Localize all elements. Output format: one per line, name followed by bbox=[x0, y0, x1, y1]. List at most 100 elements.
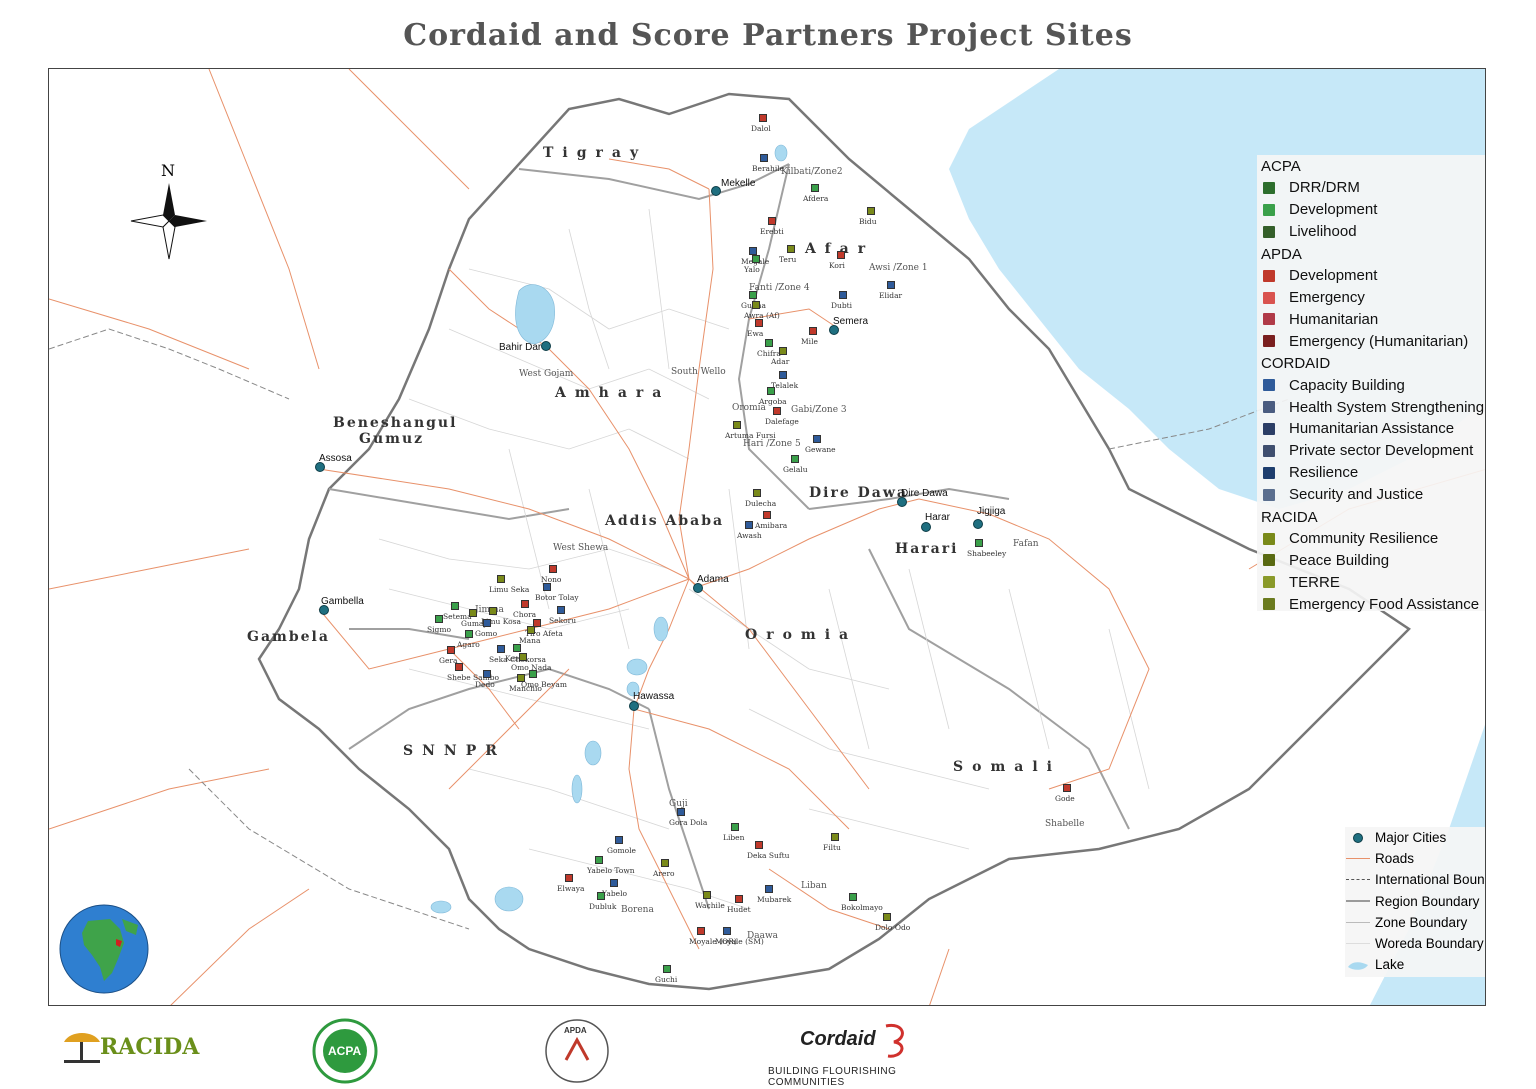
project-site-marker-icon[interactable] bbox=[565, 874, 573, 882]
project-site-marker-icon[interactable] bbox=[663, 965, 671, 973]
project-site-marker-icon[interactable] bbox=[483, 619, 491, 627]
project-site-marker-icon[interactable] bbox=[811, 184, 819, 192]
project-site-marker-icon[interactable] bbox=[731, 823, 739, 831]
road-line-icon bbox=[1345, 853, 1371, 865]
project-site-marker-icon[interactable] bbox=[527, 626, 535, 634]
project-site-marker-icon[interactable] bbox=[765, 339, 773, 347]
project-site-marker-icon[interactable] bbox=[513, 644, 521, 652]
project-site-marker-icon[interactable] bbox=[465, 630, 473, 638]
city-marker[interactable] bbox=[973, 519, 983, 529]
city-marker[interactable] bbox=[711, 186, 721, 196]
project-site-marker-icon[interactable] bbox=[723, 927, 731, 935]
project-site-label: Gelalu bbox=[783, 465, 808, 474]
project-site-marker-icon[interactable] bbox=[787, 245, 795, 253]
project-site-marker-icon[interactable] bbox=[831, 833, 839, 841]
project-site-label: Dubti bbox=[831, 301, 853, 310]
project-type-icon bbox=[1263, 466, 1275, 479]
project-site-marker-icon[interactable] bbox=[497, 575, 505, 583]
city-marker[interactable] bbox=[319, 605, 329, 615]
project-site-marker-icon[interactable] bbox=[455, 663, 463, 671]
project-site-marker-icon[interactable] bbox=[733, 421, 741, 429]
project-site-marker-icon[interactable] bbox=[779, 347, 787, 355]
project-site-marker-icon[interactable] bbox=[745, 521, 753, 529]
project-site-marker-icon[interactable] bbox=[543, 583, 551, 591]
map-frame[interactable]: N Tigray Afar Amhara Beneshangul Gumuz D… bbox=[48, 68, 1486, 1006]
project-site-marker-icon[interactable] bbox=[597, 892, 605, 900]
project-site-marker-icon[interactable] bbox=[521, 600, 529, 608]
project-site-marker-icon[interactable] bbox=[883, 913, 891, 921]
city-marker[interactable] bbox=[315, 462, 325, 472]
city-label-gambella: Gambella bbox=[321, 596, 364, 607]
project-site-marker-icon[interactable] bbox=[529, 670, 537, 678]
project-site-marker-icon[interactable] bbox=[610, 879, 618, 887]
project-site-marker-icon[interactable] bbox=[849, 893, 857, 901]
zone-boundary-line-icon bbox=[1345, 916, 1371, 928]
project-site-marker-icon[interactable] bbox=[735, 895, 743, 903]
city-marker[interactable] bbox=[897, 497, 907, 507]
project-site-marker-icon[interactable] bbox=[469, 609, 477, 617]
city-marker[interactable] bbox=[541, 341, 551, 351]
project-site-marker-icon[interactable] bbox=[809, 327, 817, 335]
legend-label: Lake bbox=[1375, 957, 1405, 973]
project-site-marker-icon[interactable] bbox=[533, 619, 541, 627]
acpa-emblem-icon bbox=[312, 1018, 378, 1084]
legend-row: Resilience bbox=[1257, 462, 1485, 484]
project-site-marker-icon[interactable] bbox=[768, 217, 776, 225]
project-site-marker-icon[interactable] bbox=[697, 927, 705, 935]
project-site-marker-icon[interactable] bbox=[557, 606, 565, 614]
project-site-marker-icon[interactable] bbox=[791, 455, 799, 463]
city-label-dire-dawa: Dire Dawa bbox=[901, 488, 948, 499]
project-site-marker-icon[interactable] bbox=[519, 653, 527, 661]
project-site-marker-icon[interactable] bbox=[451, 602, 459, 610]
project-site-marker-icon[interactable] bbox=[447, 646, 455, 654]
project-site-marker-icon[interactable] bbox=[760, 154, 768, 162]
project-site-marker-icon[interactable] bbox=[615, 836, 623, 844]
project-site-marker-icon[interactable] bbox=[489, 607, 497, 615]
project-site-marker-icon[interactable] bbox=[867, 207, 875, 215]
project-site-marker-icon[interactable] bbox=[767, 387, 775, 395]
legend-label: Peace Building bbox=[1289, 551, 1390, 569]
legend-group-heading: RACIDA bbox=[1261, 508, 1318, 526]
project-site-label: Agaro bbox=[457, 640, 480, 649]
project-site-marker-icon[interactable] bbox=[752, 301, 760, 309]
project-site-marker-icon[interactable] bbox=[755, 319, 763, 327]
project-site-marker-icon[interactable] bbox=[749, 247, 757, 255]
project-site-marker-icon[interactable] bbox=[595, 856, 603, 864]
project-site-marker-icon[interactable] bbox=[497, 645, 505, 653]
project-site-marker-icon[interactable] bbox=[765, 885, 773, 893]
project-site-marker-icon[interactable] bbox=[661, 859, 669, 867]
project-site-label: Artuma Fursi bbox=[725, 431, 776, 440]
legend-base-layers: Major Cities Roads International Boundar… bbox=[1345, 827, 1485, 977]
zone-label: Gabi/Zone 3 bbox=[791, 405, 847, 415]
project-site-marker-icon[interactable] bbox=[759, 114, 767, 122]
project-site-marker-icon[interactable] bbox=[773, 407, 781, 415]
city-marker[interactable] bbox=[829, 325, 839, 335]
city-marker[interactable] bbox=[629, 701, 639, 711]
city-marker[interactable] bbox=[921, 522, 931, 532]
project-site-label: Moyale (OR) bbox=[689, 937, 737, 946]
project-site-marker-icon[interactable] bbox=[887, 281, 895, 289]
legend-row-zone-boundary: Zone Boundary bbox=[1345, 912, 1485, 933]
project-site-marker-icon[interactable] bbox=[549, 565, 557, 573]
city-marker[interactable] bbox=[693, 583, 703, 593]
project-site-marker-icon[interactable] bbox=[483, 670, 491, 678]
legend-group-heading: CORDAID bbox=[1261, 355, 1331, 373]
project-site-marker-icon[interactable] bbox=[703, 891, 711, 899]
project-site-marker-icon[interactable] bbox=[839, 291, 847, 299]
project-site-marker-icon[interactable] bbox=[752, 255, 760, 263]
project-site-marker-icon[interactable] bbox=[779, 371, 787, 379]
project-site-marker-icon[interactable] bbox=[1063, 784, 1071, 792]
project-site-marker-icon[interactable] bbox=[753, 489, 761, 497]
project-site-marker-icon[interactable] bbox=[435, 615, 443, 623]
project-site-marker-icon[interactable] bbox=[677, 808, 685, 816]
project-site-label: Dulecha bbox=[745, 499, 777, 508]
project-site-marker-icon[interactable] bbox=[813, 435, 821, 443]
project-site-marker-icon[interactable] bbox=[749, 291, 757, 299]
cordaid-logo: Cordaid BUILDING FLOURISHING COMMUNITIES bbox=[768, 1020, 948, 1088]
project-site-marker-icon[interactable] bbox=[763, 511, 771, 519]
project-site-marker-icon[interactable] bbox=[975, 539, 983, 547]
project-site-marker-icon[interactable] bbox=[755, 841, 763, 849]
project-site-marker-icon[interactable] bbox=[837, 251, 845, 259]
region-label-tigray: Tigray bbox=[543, 145, 648, 161]
project-site-marker-icon[interactable] bbox=[517, 674, 525, 682]
